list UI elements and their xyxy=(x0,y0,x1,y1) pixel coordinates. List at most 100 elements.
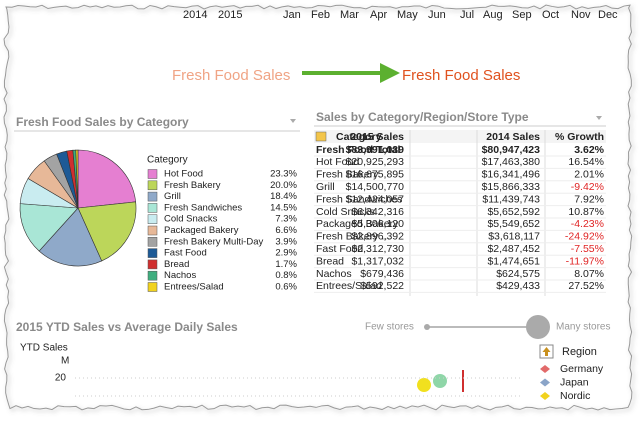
table-cell: $16,341,496 xyxy=(482,169,541,181)
legend-label[interactable]: Bread xyxy=(164,259,189,270)
month[interactable]: Oct xyxy=(542,9,559,21)
table-cell: Nachos xyxy=(316,268,352,280)
dropdown[interactable] xyxy=(596,116,602,120)
legend-label[interactable]: Nordic xyxy=(560,390,590,402)
legend-swatch xyxy=(147,270,158,281)
legend-value: 1.7% xyxy=(275,259,297,270)
pie-slice[interactable] xyxy=(38,207,103,267)
legend-label[interactable]: Cold Snacks xyxy=(164,214,218,225)
month[interactable]: Dec xyxy=(598,9,618,21)
month[interactable]: Apr xyxy=(370,9,387,21)
month[interactable]: Aug xyxy=(483,9,503,21)
table-cell: $2,312,730 xyxy=(351,243,404,255)
table-cell: $11,439,743 xyxy=(482,193,540,205)
pie-slice[interactable] xyxy=(75,149,79,209)
legend-swatch xyxy=(147,248,158,258)
legend-label[interactable]: Grill xyxy=(164,191,181,202)
legend-value: 3.9% xyxy=(275,236,297,247)
legend-swatch xyxy=(147,259,158,270)
table-cell: $6,342,316 xyxy=(351,206,404,218)
table-cell: 2.01% xyxy=(574,169,604,181)
field-name: Fresh Food Sales xyxy=(172,67,290,84)
pie-slice[interactable] xyxy=(77,201,137,262)
table-cell: $5,652,592 xyxy=(487,206,540,218)
year[interactable]: 2014 xyxy=(183,9,207,21)
table-cell: $2,487,452 xyxy=(487,243,540,255)
month[interactable]: Jun xyxy=(428,9,446,21)
slider-label: Many stores xyxy=(556,322,610,333)
dropdown[interactable] xyxy=(290,119,296,123)
axis-unit: M xyxy=(61,356,69,367)
month[interactable]: Jul xyxy=(460,9,474,21)
legend-label[interactable]: Japan xyxy=(560,376,589,388)
legend-marker xyxy=(540,378,550,387)
table-cell: $2,896,392 xyxy=(351,231,404,243)
table-cell: $679,436 xyxy=(360,268,404,280)
legend-value: 14.5% xyxy=(270,202,297,213)
month[interactable]: Sep xyxy=(512,9,532,21)
table-cell: Packaged Bakery xyxy=(316,218,399,230)
table-cell: $12,424,057 xyxy=(346,193,405,205)
month[interactable]: Jan xyxy=(283,9,301,21)
table-cell: Fresh Bakery xyxy=(316,169,379,181)
table-cell: $1,474,651 xyxy=(487,255,540,267)
panel-title: Sales by Category/Region/Store Type xyxy=(316,110,529,124)
legend-label[interactable]: Entrees/Salad xyxy=(164,282,224,293)
legend-label[interactable]: Fresh Sandwiches xyxy=(164,202,242,213)
legend-swatch xyxy=(147,237,158,247)
legend-swatch xyxy=(147,180,158,191)
table-cell: -9.42% xyxy=(571,181,604,193)
month[interactable]: Mar xyxy=(340,9,359,21)
y-tick-label: 20 xyxy=(55,373,67,384)
table-cell: Fresh Sandwiches xyxy=(316,193,402,205)
legend-value: 7.3% xyxy=(275,214,297,225)
column-header[interactable]: 2015 Sales xyxy=(350,131,404,143)
table-cell: Fast Food xyxy=(316,243,363,255)
table-cell: 8.07% xyxy=(574,268,604,280)
region-icon xyxy=(542,347,551,356)
column-header[interactable]: Category xyxy=(336,131,382,143)
legend-swatch xyxy=(147,225,158,236)
legend-label[interactable]: Nachos xyxy=(164,270,196,281)
pie-slice[interactable] xyxy=(77,149,136,209)
legend-label[interactable]: Hot Food xyxy=(164,169,203,180)
legend-value: 18.4% xyxy=(270,191,297,202)
torn-frame xyxy=(3,4,633,411)
legend-label[interactable]: Fresh Bakery Multi-Day xyxy=(164,236,263,247)
table-cell: $83,991,039 xyxy=(346,144,405,156)
table-cell: $592,522 xyxy=(360,280,404,292)
month[interactable]: May xyxy=(397,9,418,21)
axis-label: YTD Sales xyxy=(20,343,68,354)
year[interactable]: 2015 xyxy=(218,9,242,21)
legend-swatch xyxy=(147,203,158,213)
pie-slice[interactable] xyxy=(19,203,79,252)
table-cell: -7.55% xyxy=(571,243,604,255)
table-cell: 10.87% xyxy=(568,206,604,218)
table-cell: $3,618,117 xyxy=(488,231,540,243)
slider-handle[interactable] xyxy=(424,324,430,330)
table-cell: 7.92% xyxy=(574,193,604,205)
month[interactable]: Feb xyxy=(311,9,330,21)
legend-label[interactable]: Fresh Bakery xyxy=(164,180,221,191)
legend-value: 20.0% xyxy=(270,180,297,191)
search-icon[interactable] xyxy=(315,131,327,142)
legend-value: 23.3% xyxy=(270,169,297,180)
table-cell: 27.52% xyxy=(568,280,604,292)
panel-title: 2015 YTD Sales vs Average Daily Sales xyxy=(16,320,238,334)
column-header[interactable]: % Growth xyxy=(555,131,604,143)
legend-marker xyxy=(540,392,550,400)
table-cell: 16.54% xyxy=(568,156,604,168)
table-cell: $624,575 xyxy=(496,268,540,280)
slider-handle[interactable] xyxy=(526,315,550,339)
month[interactable]: Nov xyxy=(571,9,591,21)
legend-marker xyxy=(540,365,550,373)
table-cell: Entrees/Salad xyxy=(316,280,382,292)
legend-label[interactable]: Fast Food xyxy=(164,248,207,259)
column-header[interactable]: 2014 Sales xyxy=(486,131,540,143)
table-cell: Fresh Food Total xyxy=(316,144,400,156)
legend-swatch xyxy=(147,214,158,224)
table-cell: Grill xyxy=(316,181,335,193)
legend-label[interactable]: Germany xyxy=(560,363,604,375)
legend-label[interactable]: Packaged Bakery xyxy=(164,225,239,236)
